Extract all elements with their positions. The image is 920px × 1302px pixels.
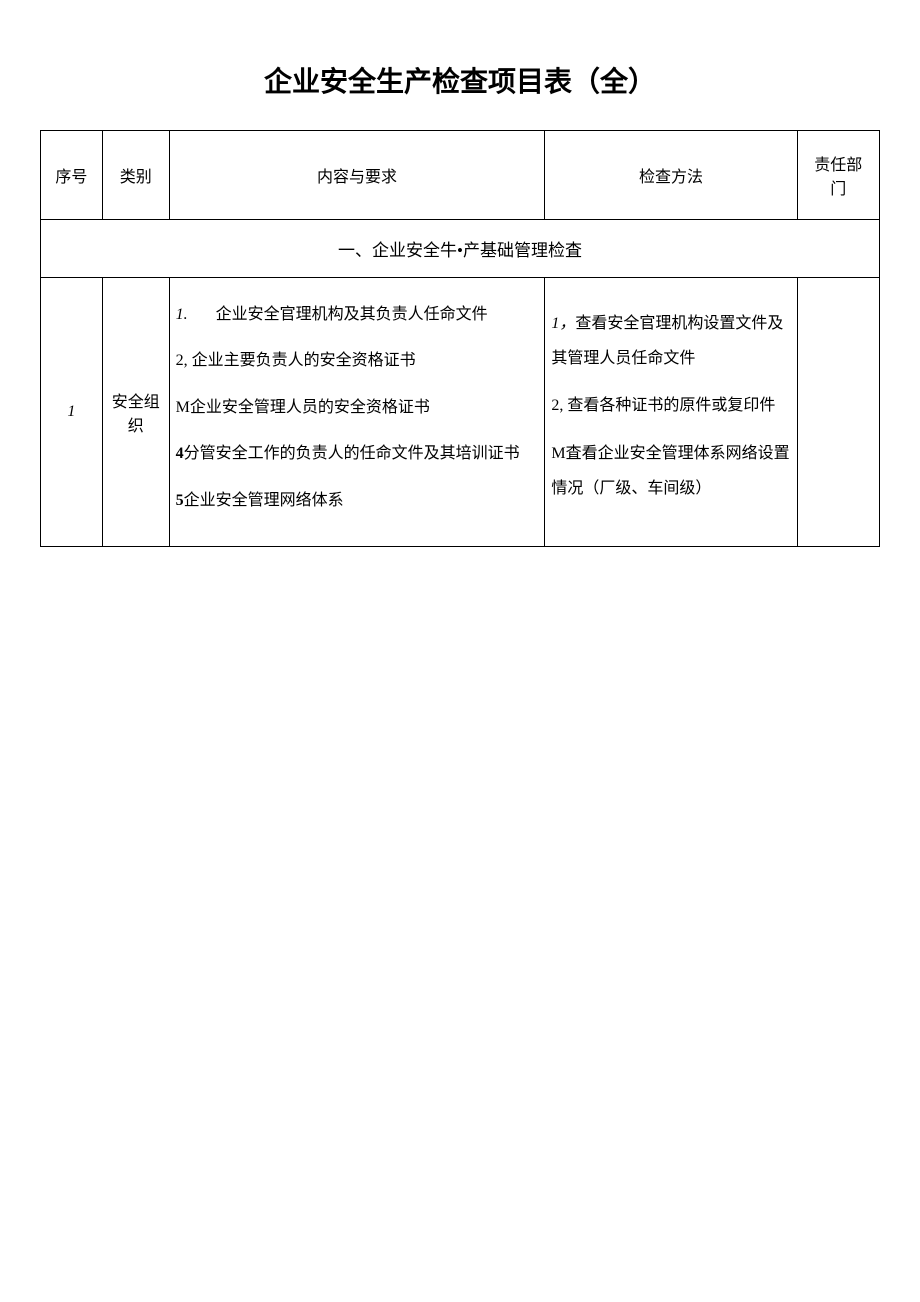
content-item: 2, 企业主要负责人的安全资格证书 bbox=[176, 342, 539, 380]
table-row: 1 安全组织 1.企业安全官理机构及其负责人任命文件 2, 企业主要负责人的安全… bbox=[41, 278, 880, 547]
content-item: 1.企业安全官理机构及其负责人任命文件 bbox=[176, 296, 539, 334]
method-item: 2, 查看各种证书的原件或复印件 bbox=[551, 388, 790, 423]
header-dept: 责任部 门 bbox=[797, 131, 879, 220]
section-header-cell: 一、企业安全牛•产基础管理检査 bbox=[41, 220, 880, 278]
method-cell: 1，查看安全官理机构设置文件及其管理人员任命文件 2, 查看各种证书的原件或复印… bbox=[545, 278, 797, 547]
content-item: M企业安全管理人员的安全资格证书 bbox=[176, 389, 539, 427]
page-title: 企业安全生产检查项目表（全） bbox=[40, 60, 880, 100]
method-item: 1，查看安全官理机构设置文件及其管理人员任命文件 bbox=[551, 306, 790, 376]
seq-cell: 1 bbox=[41, 278, 103, 547]
content-item: 4分管安全工作的负责人的任命文件及其培训证书 bbox=[176, 435, 539, 473]
header-method: 检查方法 bbox=[545, 131, 797, 220]
dept-cell bbox=[797, 278, 879, 547]
header-content: 内容与要求 bbox=[169, 131, 545, 220]
header-seq: 序号 bbox=[41, 131, 103, 220]
inspection-table: 序号 类别 内容与要求 检查方法 责任部 门 一、企业安全牛•产基础管理检査 1… bbox=[40, 130, 880, 547]
section-header-row: 一、企业安全牛•产基础管理检査 bbox=[41, 220, 880, 278]
table-header-row: 序号 类别 内容与要求 检查方法 责任部 门 bbox=[41, 131, 880, 220]
header-category: 类别 bbox=[102, 131, 169, 220]
content-item: 5企业安全管理网络体系 bbox=[176, 482, 539, 520]
category-cell: 安全组织 bbox=[102, 278, 169, 547]
method-item: M査看企业安全管理体系网络设置情况（厂级、车间级） bbox=[551, 436, 790, 506]
content-cell: 1.企业安全官理机构及其负责人任命文件 2, 企业主要负责人的安全资格证书 M企… bbox=[169, 278, 545, 547]
